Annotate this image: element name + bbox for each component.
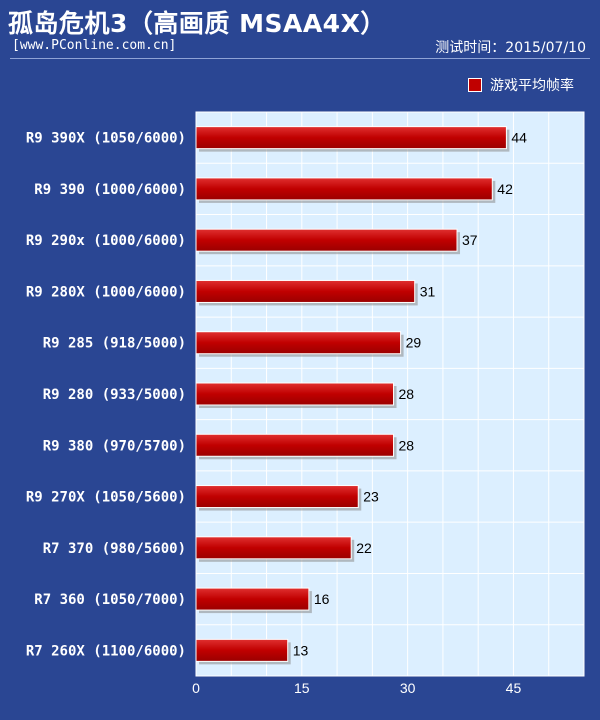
legend-label: 游戏平均帧率 (490, 78, 574, 94)
x-tick-label: 0 (192, 680, 200, 696)
data-label: 23 (363, 489, 379, 505)
category-label: R9 390 (1000/6000) (34, 182, 186, 198)
bar (195, 331, 402, 355)
chart-title: 孤岛危机3（高画质 MSAA4X） (8, 9, 386, 38)
bar (195, 536, 352, 560)
data-label: 31 (420, 283, 436, 299)
data-label: 37 (462, 232, 478, 248)
bar (195, 126, 507, 150)
bar (195, 279, 416, 303)
data-label: 42 (497, 181, 513, 197)
category-label: R9 280X (1000/6000) (26, 284, 186, 300)
header-divider (10, 58, 590, 59)
category-label: R9 380 (970/5700) (43, 438, 186, 454)
x-tick-label: 45 (506, 680, 522, 696)
bar (195, 177, 493, 201)
x-tick-label: 30 (400, 680, 416, 696)
data-label: 29 (406, 335, 422, 351)
legend: 游戏平均帧率 (468, 75, 574, 95)
legend-swatch (468, 78, 482, 92)
category-label: R9 285 (918/5000) (43, 336, 186, 352)
data-label: 44 (511, 130, 527, 146)
source-url: [www.PConline.com.cn] (12, 38, 177, 53)
bar (195, 587, 310, 611)
category-label: R7 260X (1100/6000) (26, 643, 186, 659)
bar (195, 228, 458, 252)
x-tick-label: 15 (294, 680, 310, 696)
category-label: R9 390X (1050/6000) (26, 131, 186, 147)
bar (195, 433, 395, 457)
bar (195, 382, 395, 406)
test-date: 测试时间：2015/07/10 (435, 40, 586, 56)
category-label: R7 370 (980/5600) (43, 541, 186, 557)
category-label: R9 280 (933/5000) (43, 387, 186, 403)
bar (195, 485, 359, 509)
bar (195, 638, 289, 662)
data-label: 22 (356, 540, 372, 556)
category-label: R9 270X (1050/5600) (26, 490, 186, 506)
data-label: 28 (399, 437, 415, 453)
data-label: 28 (399, 386, 415, 402)
data-label: 16 (314, 591, 330, 607)
category-label: R7 360 (1050/7000) (34, 592, 186, 608)
category-label: R9 290x (1000/6000) (26, 233, 186, 249)
data-label: 13 (293, 642, 309, 658)
